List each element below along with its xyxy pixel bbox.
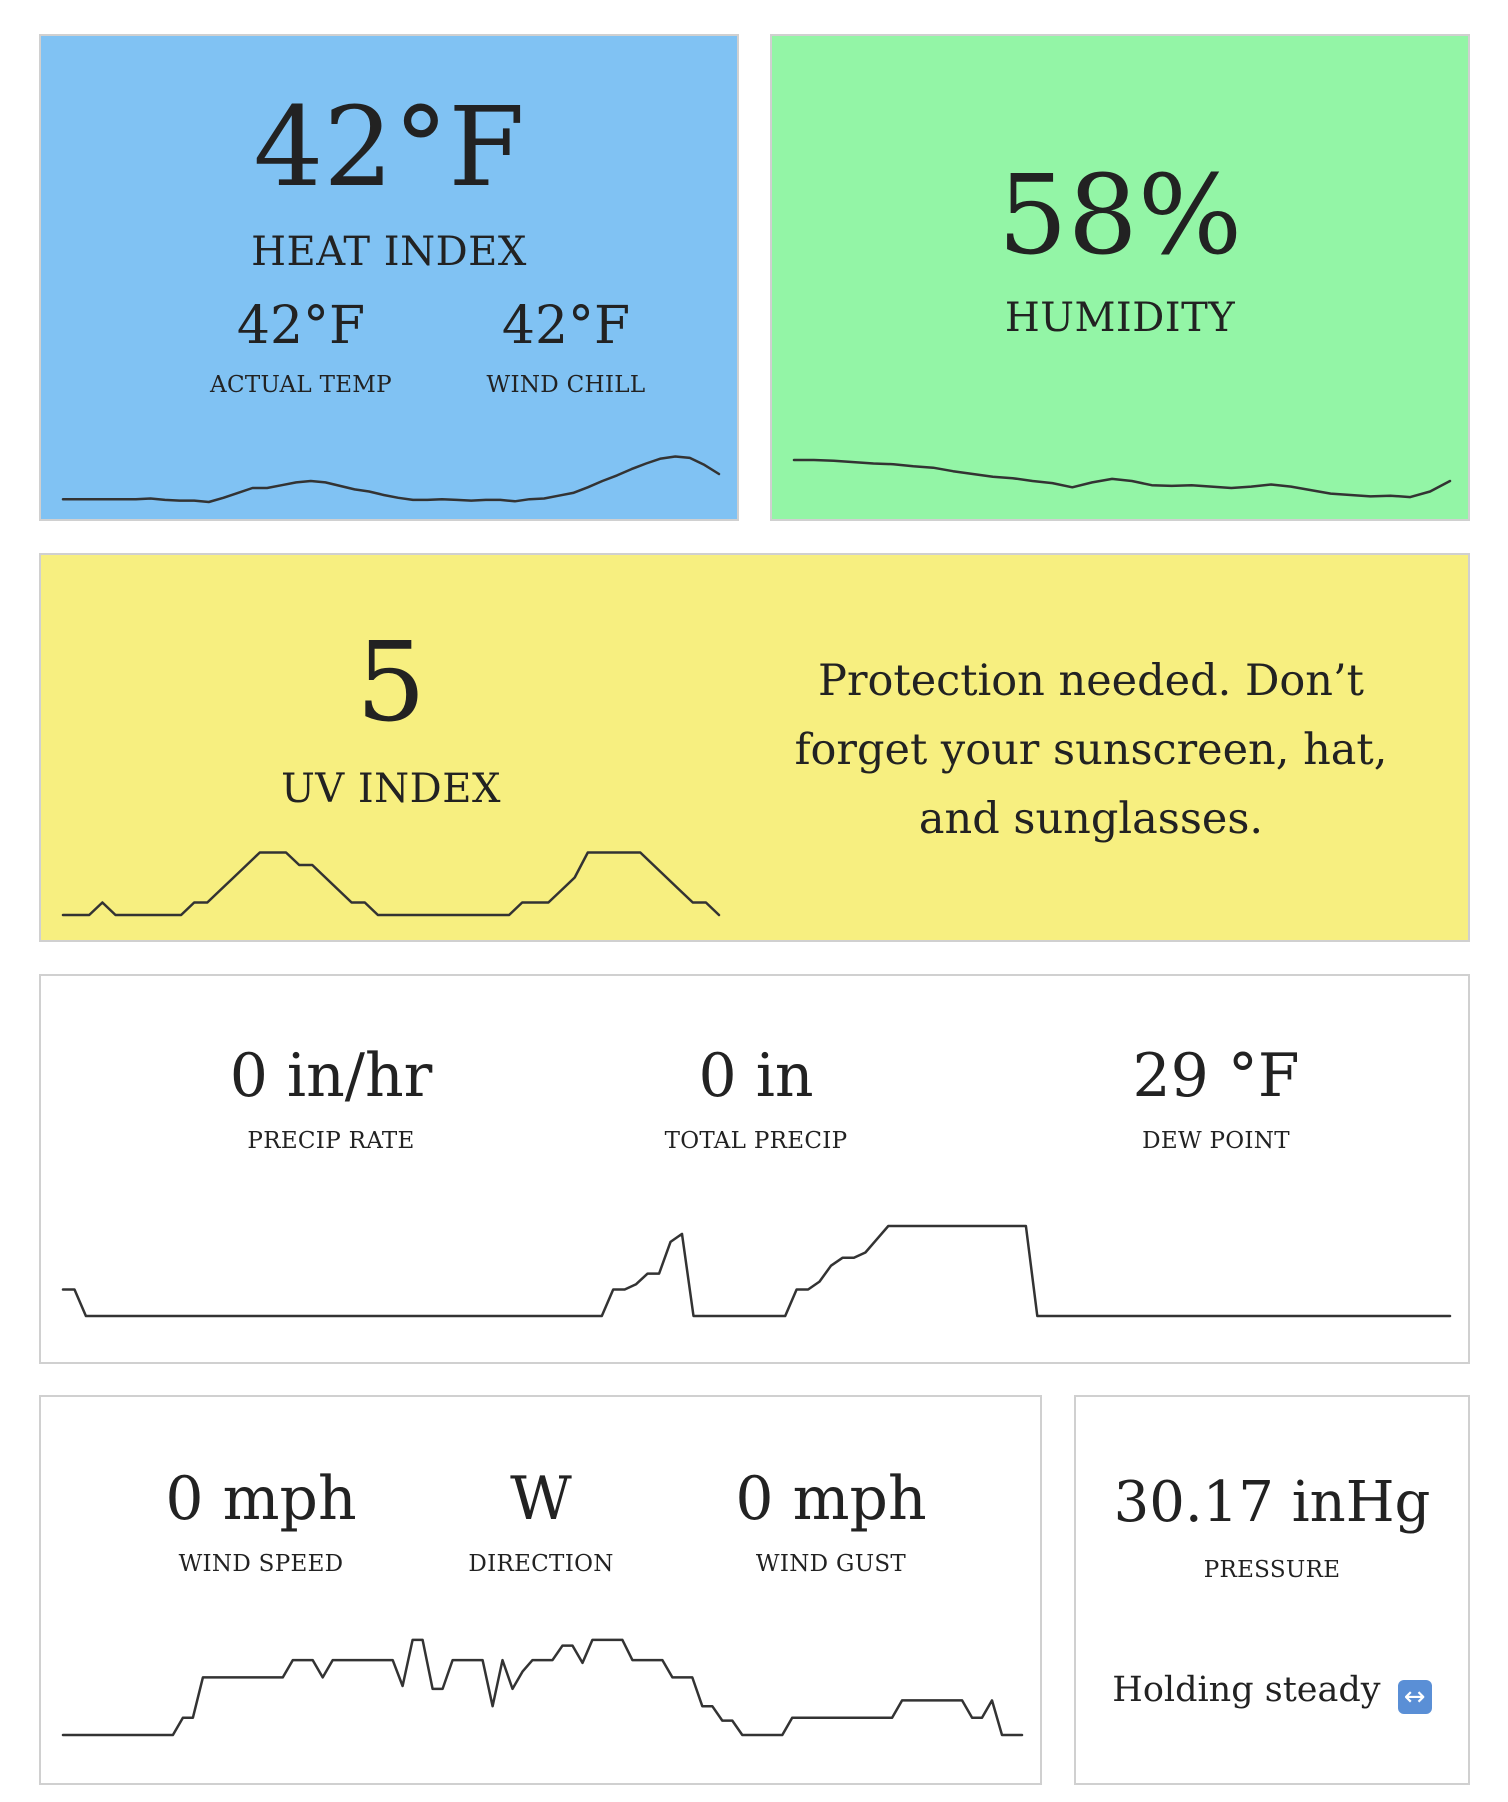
- uv-advice-text: Protection needed. Don’t forget your sun…: [794, 656, 1388, 844]
- humidity-value: 58%: [997, 151, 1243, 279]
- uv-index-label: UV INDEX: [281, 766, 501, 812]
- uv-index-card: 5 UV INDEX Protection needed. Don’t forg…: [39, 553, 1470, 942]
- actual-temp-value: 42°F: [236, 296, 366, 356]
- heat-index-card: 42°F HEAT INDEX 42°F ACTUAL TEMP 42°F WI…: [39, 34, 739, 521]
- wind-card: 0 mph WIND SPEED W DIRECTION 0 mph WIND …: [39, 1395, 1042, 1785]
- humidity-card: 58% HUMIDITY: [770, 34, 1470, 521]
- pressure-trend-text: Holding steady: [1112, 1670, 1381, 1710]
- wind-direction-value: W: [510, 1464, 572, 1534]
- trend-line: [61, 851, 721, 917]
- wind-sparkline: [61, 1638, 1024, 1737]
- trend-line: [61, 1638, 1024, 1737]
- heat-index-sparkline: [61, 455, 721, 504]
- total-precip-value: 0 in: [698, 1041, 814, 1111]
- wind-gust-value: 0 mph: [735, 1464, 927, 1534]
- precipitation-card: 0 in/hr PRECIP RATE 0 in TOTAL PRECIP 29…: [39, 974, 1470, 1364]
- trend-line: [792, 458, 1452, 499]
- pressure-label: PRESSURE: [1203, 1557, 1341, 1583]
- left-right-arrow-icon: ↔: [1397, 1680, 1432, 1714]
- wind-gust-label: WIND GUST: [755, 1551, 907, 1577]
- total-precip-label: TOTAL PRECIP: [664, 1128, 848, 1154]
- dew-point-label: DEW POINT: [1142, 1128, 1290, 1154]
- wind-speed-value: 0 mph: [165, 1464, 357, 1534]
- heat-index-value: 42°F: [253, 83, 525, 211]
- dew-point-value: 29 °F: [1132, 1041, 1300, 1111]
- wind-chill-label: WIND CHILL: [486, 372, 646, 398]
- pressure-trend: Holding steady ↔: [1076, 1673, 1468, 1714]
- wind-speed-label: WIND SPEED: [178, 1551, 344, 1577]
- precipitation-sparkline: [61, 1224, 1452, 1318]
- actual-temp-label: ACTUAL TEMP: [210, 372, 392, 398]
- pressure-value: 30.17 inHg: [1113, 1470, 1431, 1535]
- heat-index-label: HEAT INDEX: [251, 229, 527, 275]
- uv-index-value: 5: [356, 618, 426, 746]
- precip-rate-value: 0 in/hr: [229, 1041, 433, 1111]
- trend-line: [61, 455, 721, 504]
- trend-line: [61, 1224, 1452, 1318]
- pressure-card: 30.17 inHg PRESSURE Holding steady ↔: [1074, 1395, 1470, 1785]
- precip-rate-label: PRECIP RATE: [247, 1128, 415, 1154]
- wind-direction-label: DIRECTION: [468, 1551, 614, 1577]
- humidity-sparkline: [792, 458, 1452, 499]
- humidity-label: HUMIDITY: [1004, 295, 1236, 341]
- wind-chill-value: 42°F: [501, 296, 631, 356]
- uv-index-sparkline: [61, 851, 721, 917]
